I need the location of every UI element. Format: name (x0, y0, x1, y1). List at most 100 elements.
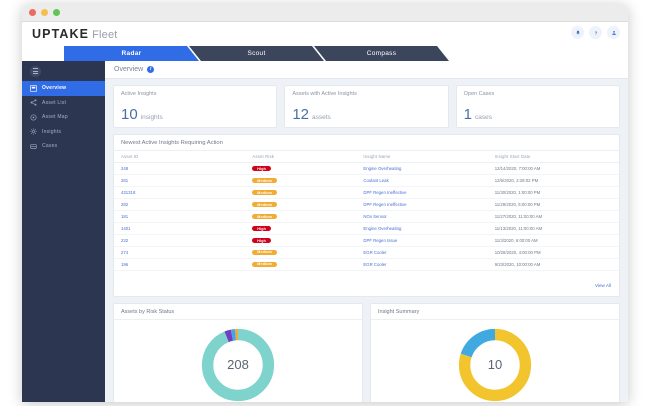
table-row[interactable]: 274 Medium EGR Cooler 10/28/2020, 4:00:00 P… (114, 246, 619, 259)
chart-title: Insight Summary (371, 304, 619, 320)
table-row[interactable]: 181 Medium NOx Sensor 11/27/2020, 11:00:00 … (114, 210, 619, 223)
kpi-unit: cases (475, 114, 492, 121)
view-all-link[interactable]: View All (594, 282, 611, 288)
chart-row: Assets by Risk Status 208 Insight Summar… (113, 302, 620, 402)
sidebar-item-asset-map[interactable]: Asset Map (22, 110, 105, 125)
sidebar-item-insights[interactable]: Insights (22, 125, 105, 140)
kpi-card-assets-with-active-insights: Assets with Active Insights 12 assets (284, 85, 449, 128)
logo-primary-text: UPTAKE (32, 27, 90, 41)
page-header: Overview i (105, 61, 628, 79)
sidebar-item-overview[interactable]: Overview (22, 81, 105, 96)
cell-asset-id[interactable]: 281 (114, 174, 246, 187)
table-header-row: Asset ID Asset Risk Insight Name Insight… (114, 151, 619, 163)
cell-asset-risk: Medium (245, 258, 357, 271)
dashboard-content: Active Insights 10 insights Assets with … (105, 79, 628, 402)
table-row[interactable]: 196 Medium EGR Cooler 9/23/2020, 10:00:00 A… (114, 258, 619, 271)
cell-insight-name[interactable]: EGR Cooler (356, 246, 488, 259)
sidebar-menu-toggle-row (22, 61, 105, 81)
app-header: UPTAKE Fleet ? (22, 22, 628, 46)
cell-insight-start-date: 11/3/2020, 6:00:00 AM (487, 234, 619, 247)
tab-compass[interactable]: Compass (314, 46, 449, 61)
sidebar-item-asset-list[interactable]: Asset List (22, 96, 105, 111)
cell-insight-name[interactable]: NOx Sensor (356, 210, 488, 223)
window-minimize-button[interactable] (41, 9, 48, 16)
cell-asset-id[interactable]: 248 (114, 162, 246, 175)
kpi-number: 1 (463, 106, 472, 123)
table-row[interactable]: 282 Medium DPF Regen Ineffective 11/29/2020… (114, 198, 619, 211)
kpi-value-group: 12 assets (292, 107, 440, 122)
info-icon[interactable]: i (147, 66, 155, 73)
table-row[interactable]: 281 Medium Coolant Leak 12/6/2020, 2:28:02 … (114, 174, 619, 187)
cell-insight-name[interactable]: EGR Cooler (356, 258, 488, 271)
sidebar-item-cases-label: Cases (42, 143, 58, 150)
map-pin-icon (30, 114, 37, 121)
cell-insight-start-date: 10/28/2020, 4:00:00 PM (487, 246, 619, 259)
tab-radar[interactable]: Radar (64, 46, 199, 61)
kpi-unit: insights (140, 114, 163, 121)
table-row[interactable]: 1401 High Engine Overheating 11/13/2020, 11… (114, 222, 619, 235)
insights-table-body: 248 High Engine Overheating 12/14/2020, 7:0… (114, 162, 619, 271)
hamburger-icon[interactable] (30, 65, 41, 77)
cell-asset-id[interactable]: 431318 (114, 186, 246, 199)
window-titlebar (22, 4, 628, 22)
kpi-number: 10 (121, 106, 138, 123)
column-header-insight-start-date[interactable]: Insight Start Date (487, 151, 619, 163)
cell-asset-risk: High (245, 162, 357, 175)
cell-insight-start-date: 12/6/2020, 2:28:02 PM (487, 174, 619, 187)
column-header-asset-id[interactable]: Asset ID (114, 151, 246, 163)
sidebar-item-cases[interactable]: Cases (22, 139, 105, 154)
donut-chart-assets-by-risk[interactable]: 208 (200, 327, 276, 402)
window-close-button[interactable] (29, 9, 36, 16)
cell-insight-name[interactable]: Coolant Leak (356, 174, 488, 187)
chart-body: 10 (371, 320, 619, 402)
tab-radar-label: Radar (121, 50, 142, 57)
kpi-value-group: 10 insights (121, 107, 269, 122)
risk-badge: High (252, 237, 272, 244)
cell-insight-start-date: 11/30/2020, 1:00:00 PM (487, 186, 619, 199)
risk-badge: Medium (252, 201, 278, 208)
help-icon[interactable]: ? (589, 26, 602, 39)
tab-scout[interactable]: Scout (189, 46, 324, 61)
table-row[interactable]: 248 High Engine Overheating 12/14/2020, 7:0… (114, 162, 619, 175)
tab-scout-label: Scout (247, 50, 266, 57)
share-nodes-icon (30, 99, 37, 106)
cell-asset-id[interactable]: 282 (114, 198, 246, 211)
svg-text:?: ? (594, 30, 597, 35)
column-header-asset-risk[interactable]: Asset Risk (245, 151, 357, 163)
chart-body: 208 (114, 320, 362, 402)
donut-center-value: 208 (227, 357, 249, 373)
tab-compass-label: Compass (366, 50, 397, 57)
logo-secondary-text: Fleet (92, 29, 118, 41)
cell-insight-start-date: 11/29/2020, 6:00:00 PM (487, 198, 619, 211)
notifications-icon[interactable] (571, 26, 584, 39)
user-account-icon[interactable] (607, 26, 620, 39)
cell-asset-id[interactable]: 232 (114, 234, 246, 247)
column-header-insight-name[interactable]: Insight Name (356, 151, 488, 163)
cell-asset-id[interactable]: 196 (114, 258, 246, 271)
cell-insight-name[interactable]: DPF Regen Issue (356, 234, 488, 247)
kpi-unit: assets (312, 114, 331, 121)
donut-svg-0 (201, 328, 275, 401)
insights-table-title: Newest Active Insights Requiring Action (114, 135, 619, 151)
table-row[interactable]: 232 High DPF Regen Issue 11/3/2020, 6:00:00… (114, 234, 619, 247)
table-row[interactable]: 431318 Medium DPF Regen Ineffective 11/30/2… (114, 186, 619, 199)
window-maximize-button[interactable] (53, 9, 60, 16)
cell-asset-id[interactable]: 181 (114, 210, 246, 223)
kpi-card-active-insights: Active Insights 10 insights (113, 85, 278, 128)
insights-table: Asset ID Asset Risk Insight Name Insight… (114, 151, 619, 271)
cell-asset-id[interactable]: 1401 (114, 222, 246, 235)
cell-insight-name[interactable]: Engine Overheating (356, 162, 488, 175)
chart-card-insight-summary: Insight Summary 10 (370, 302, 620, 402)
app-logo[interactable]: UPTAKE Fleet (32, 27, 118, 41)
cell-insight-name[interactable]: DPF Regen Ineffective (356, 186, 488, 199)
donut-chart-insight-summary[interactable]: 10 (457, 327, 533, 402)
risk-badge: Medium (252, 189, 278, 196)
cell-insight-start-date: 11/13/2020, 11:00:00 AM (487, 222, 619, 235)
risk-badge: Medium (252, 213, 278, 220)
risk-badge: High (252, 225, 272, 232)
cell-insight-name[interactable]: Engine Overheating (356, 222, 488, 235)
main-content: Overview i Active Insights 10 insights A… (105, 61, 628, 402)
cell-asset-id[interactable]: 274 (114, 246, 246, 259)
cell-insight-name[interactable]: DPF Regen Ineffective (356, 198, 488, 211)
donut-svg-1 (458, 328, 532, 401)
